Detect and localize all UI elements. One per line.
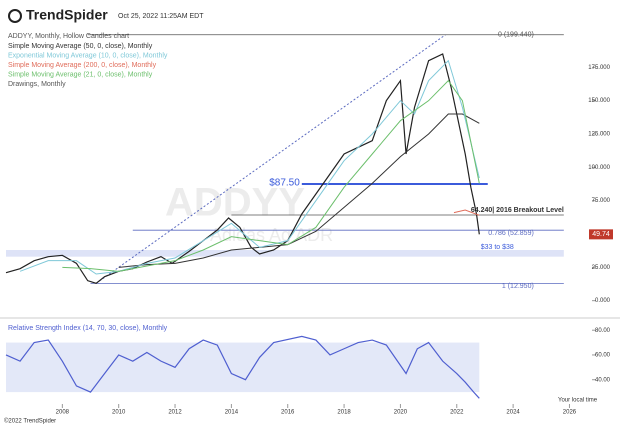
x-tick-label: 2016 <box>281 410 295 416</box>
series-line <box>453 209 480 216</box>
support-zone <box>6 250 564 257</box>
y-tick-label: 0.000 <box>595 298 611 304</box>
local-time: Your local time <box>558 398 598 404</box>
timestamp: Oct 25, 2022 11:25AM EDT <box>118 13 204 20</box>
level-label: 64.240| 2016 Breakout Level <box>471 207 564 214</box>
x-tick-label: 2008 <box>56 410 70 416</box>
series-line <box>19 59 480 275</box>
copyright: ©2022 TrendSpider <box>4 418 56 425</box>
x-tick-label: 2024 <box>506 410 520 416</box>
y-tick-label: 40.00 <box>595 377 611 383</box>
x-tick-label: 2014 <box>225 410 239 416</box>
zone-label: $33 to $38 <box>481 244 514 251</box>
logo: TrendSpider <box>26 7 108 23</box>
level-label: 0 (199.440) <box>498 32 534 39</box>
x-tick-label: 2020 <box>394 410 408 416</box>
logo-icon <box>8 9 22 23</box>
price-line <box>5 53 480 285</box>
trendline <box>95 34 446 284</box>
y-tick-label: 25.000 <box>592 265 611 271</box>
level-label: $87.50 <box>269 178 300 189</box>
legend-entry: Simple Moving Average (200, 0, close), M… <box>8 62 157 69</box>
y-tick-label: 100.000 <box>588 165 610 171</box>
series-line <box>5 335 480 399</box>
y-tick-label: 125.000 <box>588 132 610 138</box>
series-line <box>62 79 480 272</box>
y-tick-label: 150.000 <box>588 98 610 104</box>
x-tick-label: 2018 <box>337 410 351 416</box>
level-label: 0.786 (52.859) <box>488 230 534 237</box>
x-tick-label: 2026 <box>563 410 577 416</box>
series-line <box>118 113 480 268</box>
legend-entry: Relative Strength Index (14, 70, 30, clo… <box>8 325 168 332</box>
rsi-band <box>6 342 480 393</box>
level-label: 1 (12.950) <box>502 283 534 290</box>
legend-entry: Drawings, Monthly <box>8 81 66 88</box>
y-tick-label: 60.00 <box>595 353 611 359</box>
y-tick-label: 80.00 <box>595 328 611 334</box>
legend-entry: Simple Moving Average (21, 0, close), Mo… <box>8 71 153 78</box>
legend-entry: Exponential Moving Average (10, 0, close… <box>8 52 168 59</box>
x-tick-label: 2010 <box>112 410 126 416</box>
legend-entry: Simple Moving Average (50, 0, close), Mo… <box>8 43 153 50</box>
price-tag-label: 49.74 <box>592 231 610 238</box>
chart-title: ADDYY, Monthly, Hollow Candles chart <box>8 33 129 40</box>
y-tick-label: 75.000 <box>592 198 611 204</box>
y-tick-label: 175.000 <box>588 65 610 71</box>
x-tick-label: 2022 <box>450 410 464 416</box>
x-tick-label: 2012 <box>168 410 182 416</box>
price-tag <box>589 229 613 240</box>
